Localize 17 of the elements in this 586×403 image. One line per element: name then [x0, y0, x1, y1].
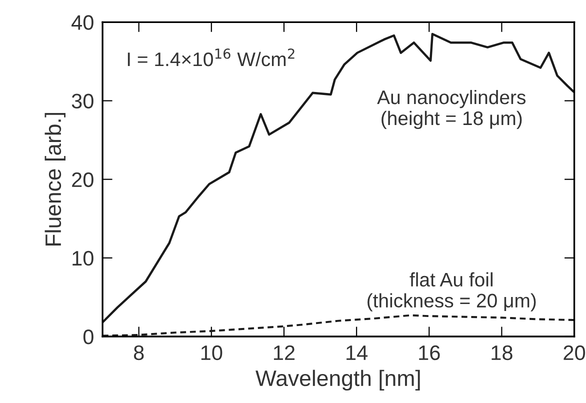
series-label: flat Au foil (thickness = 20 μm) [368, 272, 536, 312]
y-tick-label: 40 [72, 15, 94, 30]
annotation: I = 1.4×10$^{16}$ W/cm$^{2}$ [128, 48, 294, 66]
y-tick-label: 20 [72, 172, 94, 188]
y-tick-label: 0 [83, 330, 94, 344]
x-tick-label: 10 [201, 345, 222, 360]
x-tick-label: 20 [564, 345, 586, 360]
x-tick-label: 14 [346, 346, 368, 360]
x-tick-label: 12 [274, 345, 295, 360]
x-axis-title: Wavelength [nm] [256, 370, 420, 391]
y-axis-title: Fluence [arb.] [44, 112, 66, 246]
x-tick-label: 18 [492, 345, 512, 360]
y-tick-label: 30 [72, 94, 94, 109]
series-label: Au nanocylinders (height = 18 μm) [377, 90, 526, 130]
x-tick-label: 16 [419, 345, 440, 360]
x-tick-label: 8 [134, 345, 144, 360]
y-tick-label: 10 [72, 250, 94, 266]
